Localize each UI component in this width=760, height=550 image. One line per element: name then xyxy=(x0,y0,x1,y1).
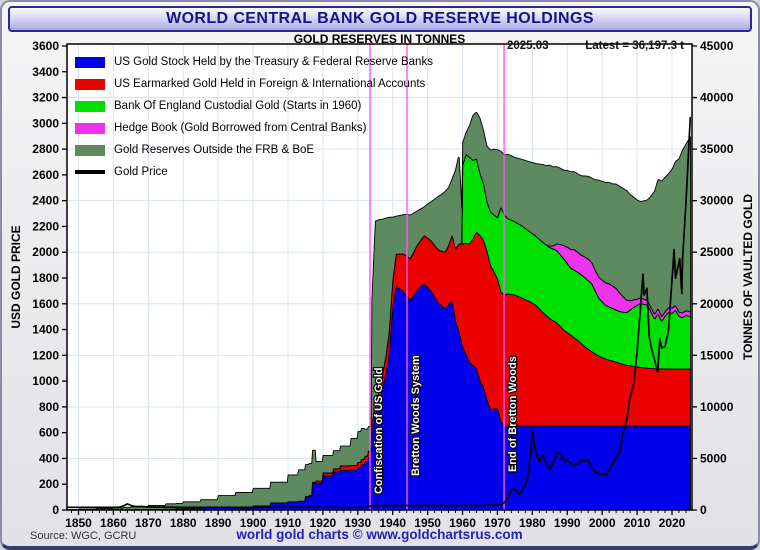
x-tick-label: 1890 xyxy=(205,516,232,530)
legend-label: Bank Of England Custodial Gold (Starts i… xyxy=(114,100,362,112)
x-tick-label: 1920 xyxy=(310,516,337,530)
x-tick-label: 1910 xyxy=(275,516,302,530)
left-tick-label: 2800 xyxy=(32,142,59,156)
legend-swatch xyxy=(75,122,105,134)
x-tick-label: 1990 xyxy=(554,516,581,530)
x-tick-label: 1960 xyxy=(449,516,476,530)
event-label: Confiscation of US Gold xyxy=(373,368,385,495)
legend-item: Hedge Book (Gold Borrowed from Central B… xyxy=(75,117,433,139)
x-tick-label: 2000 xyxy=(589,516,616,530)
left-tick-label: 200 xyxy=(39,477,59,491)
gold-price-line xyxy=(67,116,692,509)
source-note: Source: WGC, GCRU xyxy=(30,530,137,542)
x-tick-label: 1950 xyxy=(414,516,441,530)
right-axis-title: TONNES OF VAULTED GOLD xyxy=(741,194,755,361)
left-tick-label: 3400 xyxy=(32,65,59,79)
x-tick-label: 1860 xyxy=(100,516,127,530)
x-tick-label: 1900 xyxy=(240,516,267,530)
legend-label: US Earmarked Gold Held in Foreign & Inte… xyxy=(114,78,426,90)
event-annotations: Confiscation of US Gold Bretton Woods Sys… xyxy=(369,44,520,510)
left-tick-label: 1200 xyxy=(32,348,59,362)
legend-label: Gold Price xyxy=(114,166,168,178)
x-tick-label: 1870 xyxy=(135,516,162,530)
title-bar: WORLD CENTRAL BANK GOLD RESERVE HOLDINGS xyxy=(8,6,752,32)
left-tick-label: 400 xyxy=(39,451,59,465)
x-tick-label: 1940 xyxy=(379,516,406,530)
left-tick-label: 3200 xyxy=(32,91,59,105)
event-label: End of Bretton Woods xyxy=(507,356,519,472)
x-tick-label: 1880 xyxy=(170,516,197,530)
left-tick-label: 1400 xyxy=(32,323,59,337)
right-tick-label: 35000 xyxy=(700,142,734,156)
event-label: Bretton Woods System xyxy=(410,355,422,476)
left-tick-label: 2600 xyxy=(32,168,59,182)
legend-item: US Earmarked Gold Held in Foreign & Inte… xyxy=(75,73,433,95)
legend-label: Hedge Book (Gold Borrowed from Central B… xyxy=(114,122,367,134)
right-tick-label: 10000 xyxy=(700,400,734,414)
left-tick-label: 2400 xyxy=(32,194,59,208)
right-tick-label: 30000 xyxy=(700,194,734,208)
legend-swatch xyxy=(75,170,105,174)
plot-frame xyxy=(66,43,693,511)
legend-item: Gold Reserves Outside the FRB & BoE xyxy=(75,139,433,161)
x-tick-label: 2020 xyxy=(659,516,686,530)
left-tick-label: 2200 xyxy=(32,219,59,233)
x-tick-label: 1970 xyxy=(484,516,511,530)
legend-swatch xyxy=(75,144,105,156)
chart-subtitle: GOLD RESERVES IN TONNES xyxy=(293,32,466,46)
left-tick-label: 1600 xyxy=(32,297,59,311)
watermark: world gold charts © www.goldchartsrus.co… xyxy=(236,527,523,542)
legend-item: Bank Of England Custodial Gold (Starts i… xyxy=(75,95,433,117)
right-tick-label: 40000 xyxy=(700,91,734,105)
x-tick-label: 1850 xyxy=(65,516,92,530)
right-tick-label: 20000 xyxy=(700,297,734,311)
left-tick-label: 3000 xyxy=(32,116,59,130)
legend: US Gold Stock Held by the Treasury & Fed… xyxy=(75,51,433,183)
left-tick-label: 600 xyxy=(39,426,59,440)
legend-label: US Gold Stock Held by the Treasury & Fed… xyxy=(114,56,433,68)
latest-date-label: 2025.03 xyxy=(507,40,549,52)
left-tick-label: 800 xyxy=(39,400,59,414)
latest-value-label: Latest = 36,197.3 t xyxy=(585,40,684,52)
legend-label: Gold Reserves Outside the FRB & BoE xyxy=(114,144,315,156)
left-tick-label: 3600 xyxy=(32,39,59,53)
left-axis-title: USD GOLD PRICE xyxy=(9,225,23,329)
left-tick-label: 2000 xyxy=(32,245,59,259)
legend-swatch xyxy=(75,100,105,112)
left-tick-label: 1000 xyxy=(32,374,59,388)
left-tick-label: 0 xyxy=(52,503,59,517)
right-tick-label: 5000 xyxy=(700,451,727,465)
left-tick-label: 1800 xyxy=(32,271,59,285)
legend-swatch xyxy=(75,78,105,90)
right-tick-label: 0 xyxy=(700,503,707,517)
axes: 0 200 400 600 800 1000 1200 1400 1600 1800 2000 220… xyxy=(32,39,733,530)
legend-item: Gold Price xyxy=(75,161,433,183)
right-tick-label: 25000 xyxy=(700,245,734,259)
legend-swatch xyxy=(75,56,105,68)
x-tick-label: 2010 xyxy=(624,516,651,530)
x-tick-label: 1930 xyxy=(344,516,371,530)
right-tick-label: 45000 xyxy=(700,39,734,53)
chart-title: WORLD CENTRAL BANK GOLD RESERVE HOLDINGS xyxy=(166,10,594,27)
legend-item: US Gold Stock Held by the Treasury & Fed… xyxy=(75,51,433,73)
area-outside_frb_boe xyxy=(66,111,691,511)
x-tick-label: 1980 xyxy=(519,516,546,530)
right-tick-label: 15000 xyxy=(700,348,734,362)
